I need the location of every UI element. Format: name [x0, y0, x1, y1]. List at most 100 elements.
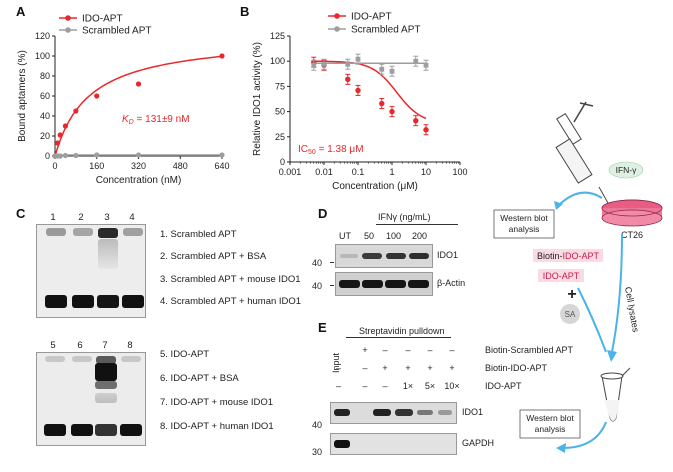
y-tick-label: 75	[275, 81, 285, 91]
treatment-mark: –	[362, 381, 368, 391]
x-tick-label: 0.001	[279, 167, 302, 177]
legend-marker	[334, 13, 340, 19]
data-point	[345, 76, 351, 83]
pulldown-header: Streptavidin pulldown	[359, 326, 445, 336]
marker-30: 30	[312, 447, 323, 457]
gel-well	[123, 228, 143, 236]
gel-shift-band	[95, 381, 117, 389]
gel-well	[46, 228, 66, 236]
blot-actin	[335, 272, 433, 296]
legend-label: Scrambled APT	[82, 26, 151, 37]
gel-band	[45, 295, 67, 308]
gel-band	[95, 424, 117, 436]
blot-band	[408, 280, 429, 288]
plus-icon: +	[567, 286, 576, 303]
data-point	[73, 152, 79, 159]
treatment-mark: –	[362, 363, 368, 373]
blot-band	[417, 410, 433, 415]
ifn-header: IFNγ (ng/mL)	[378, 212, 431, 222]
x-tick-label: 100	[452, 167, 467, 177]
arrow-icon	[557, 191, 603, 207]
y-tick-label: 125	[270, 31, 285, 41]
centrifuge-tube-icon	[600, 367, 631, 422]
marker-tick	[330, 285, 334, 286]
treatment-mark: +	[427, 363, 433, 373]
gel-top	[36, 224, 146, 318]
data-point	[135, 152, 142, 158]
blot-band	[409, 253, 429, 259]
treatment-mark: –	[382, 345, 388, 355]
gel-legend-item: 2. Scrambled APT + BSA	[160, 251, 267, 262]
panel-a-label: A	[16, 4, 26, 19]
western-bottom-line1: Western blot	[526, 413, 574, 423]
gel-legend-item: 5. IDO-APT	[160, 349, 210, 360]
arrow-head-icon	[554, 201, 563, 210]
panel-e-label: E	[318, 320, 327, 335]
sa-label: SA	[565, 310, 576, 319]
gel-smear	[95, 393, 117, 403]
band-ido1: IDO1	[437, 250, 459, 260]
lane-number: 1	[50, 212, 56, 223]
data-point	[94, 93, 100, 99]
x-axis-label: Concentration (μM)	[332, 181, 418, 192]
panel-d-label: D	[318, 206, 328, 221]
blot-e-gapdh	[330, 433, 457, 455]
blot-band	[395, 409, 413, 416]
y-tick-label: 20	[40, 131, 50, 141]
gel-band	[97, 295, 119, 308]
marker-tick	[330, 262, 334, 263]
x-tick-label: 480	[173, 161, 188, 171]
header-rule	[376, 224, 458, 225]
treatment-mark: 1×	[402, 381, 414, 391]
x-tick-label: 640	[214, 161, 229, 171]
treatment-mark: –	[427, 345, 433, 355]
y-axis-label: Bound aptamers (%)	[17, 50, 28, 142]
data-point	[355, 56, 361, 62]
y-axis-label: Relative IDO1 activity (%)	[252, 42, 263, 156]
arrow-icon	[577, 287, 607, 353]
arrow-icon	[561, 421, 607, 449]
x-tick-label: 320	[131, 161, 146, 171]
western-top-line2: analysis	[509, 224, 540, 234]
data-point	[57, 132, 63, 138]
fit-curve	[313, 60, 427, 120]
treatment-label: Biotin-Scrambled APT	[485, 345, 574, 355]
chart-a: 0 20 40 60 80 100 120 0 160 320 480 640 Concentratio…	[17, 14, 230, 187]
ifn-bubble	[608, 161, 644, 179]
kd-annotation: KD = 131±9 nM	[122, 114, 190, 126]
streptavidin-bead-icon	[560, 304, 580, 324]
gel-band	[71, 424, 93, 436]
data-point	[321, 61, 327, 67]
data-point	[355, 87, 361, 94]
gel-legend-item: 7. IDO-APT + mouse IDO1	[160, 397, 274, 408]
data-point	[311, 62, 317, 68]
gel-well	[73, 228, 93, 236]
data-point	[62, 152, 69, 159]
band-e-gapdh: GAPDH	[462, 438, 495, 448]
syringe-icon	[555, 101, 609, 204]
gel-shift-band	[95, 363, 117, 381]
blot-band	[334, 409, 350, 416]
x-tick-label: 0.01	[315, 167, 333, 177]
blot-band	[373, 409, 391, 416]
band-e-ido1: IDO1	[462, 407, 484, 417]
y-tick-label: 0	[280, 157, 285, 167]
gel-band	[44, 424, 66, 436]
data-point	[57, 153, 63, 159]
lane-ut: UT	[339, 231, 351, 241]
y-tick-label: 50	[275, 107, 285, 117]
treatment-mark: 5×	[424, 381, 436, 391]
lane-200: 200	[412, 231, 428, 241]
biotin-ido-apt-label: Biotin-IDO-APT	[537, 251, 600, 261]
y-tick-label: 0	[45, 151, 50, 161]
data-point	[219, 53, 225, 59]
cell-line-label: CT26	[621, 230, 643, 240]
gel-smear	[98, 239, 118, 269]
data-point	[389, 108, 395, 115]
legend-marker	[65, 15, 71, 21]
data-point	[389, 68, 395, 74]
western-top-line1: Western blot	[500, 213, 548, 223]
x-tick-label: 10	[421, 167, 431, 177]
legend-label: IDO-APT	[82, 14, 123, 25]
data-point	[219, 152, 225, 158]
